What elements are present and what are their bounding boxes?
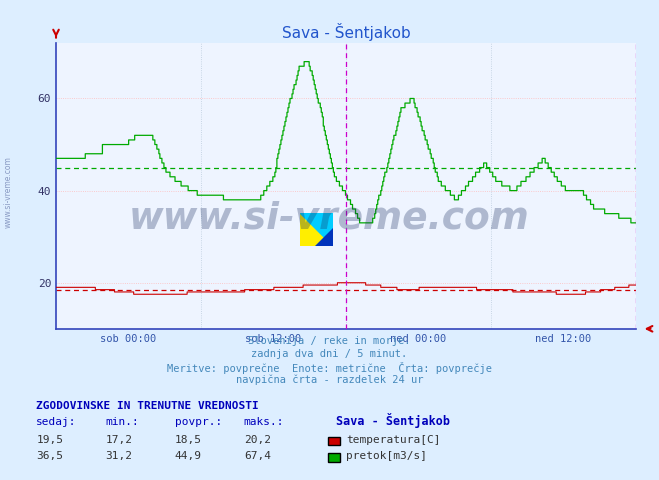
Text: 19,5: 19,5 xyxy=(36,435,63,445)
Text: ZGODOVINSKE IN TRENUTNE VREDNOSTI: ZGODOVINSKE IN TRENUTNE VREDNOSTI xyxy=(36,401,259,411)
Polygon shape xyxy=(300,213,333,246)
Text: 36,5: 36,5 xyxy=(36,451,63,461)
Polygon shape xyxy=(315,228,333,246)
Text: sedaj:: sedaj: xyxy=(36,417,76,427)
Text: pretok[m3/s]: pretok[m3/s] xyxy=(346,451,427,461)
Text: min.:: min.: xyxy=(105,417,139,427)
Text: 44,9: 44,9 xyxy=(175,451,202,461)
Title: Sava - Šentjakob: Sava - Šentjakob xyxy=(281,23,411,41)
Text: 31,2: 31,2 xyxy=(105,451,132,461)
Text: www.si-vreme.com: www.si-vreme.com xyxy=(3,156,13,228)
Text: www.si-vreme.com: www.si-vreme.com xyxy=(129,201,530,236)
Text: Slovenija / reke in morje.: Slovenija / reke in morje. xyxy=(248,336,411,346)
Text: navpična črta - razdelek 24 ur: navpična črta - razdelek 24 ur xyxy=(236,375,423,385)
Text: zadnja dva dni / 5 minut.: zadnja dva dni / 5 minut. xyxy=(251,349,408,359)
Text: 18,5: 18,5 xyxy=(175,435,202,445)
Text: povpr.:: povpr.: xyxy=(175,417,222,427)
Text: Meritve: povprečne  Enote: metrične  Črta: povprečje: Meritve: povprečne Enote: metrične Črta:… xyxy=(167,362,492,374)
Text: 67,4: 67,4 xyxy=(244,451,271,461)
Polygon shape xyxy=(300,213,333,246)
Text: maks.:: maks.: xyxy=(244,417,284,427)
Text: Sava - Šentjakob: Sava - Šentjakob xyxy=(336,413,450,428)
Text: 17,2: 17,2 xyxy=(105,435,132,445)
Text: 20,2: 20,2 xyxy=(244,435,271,445)
Text: temperatura[C]: temperatura[C] xyxy=(346,435,440,445)
